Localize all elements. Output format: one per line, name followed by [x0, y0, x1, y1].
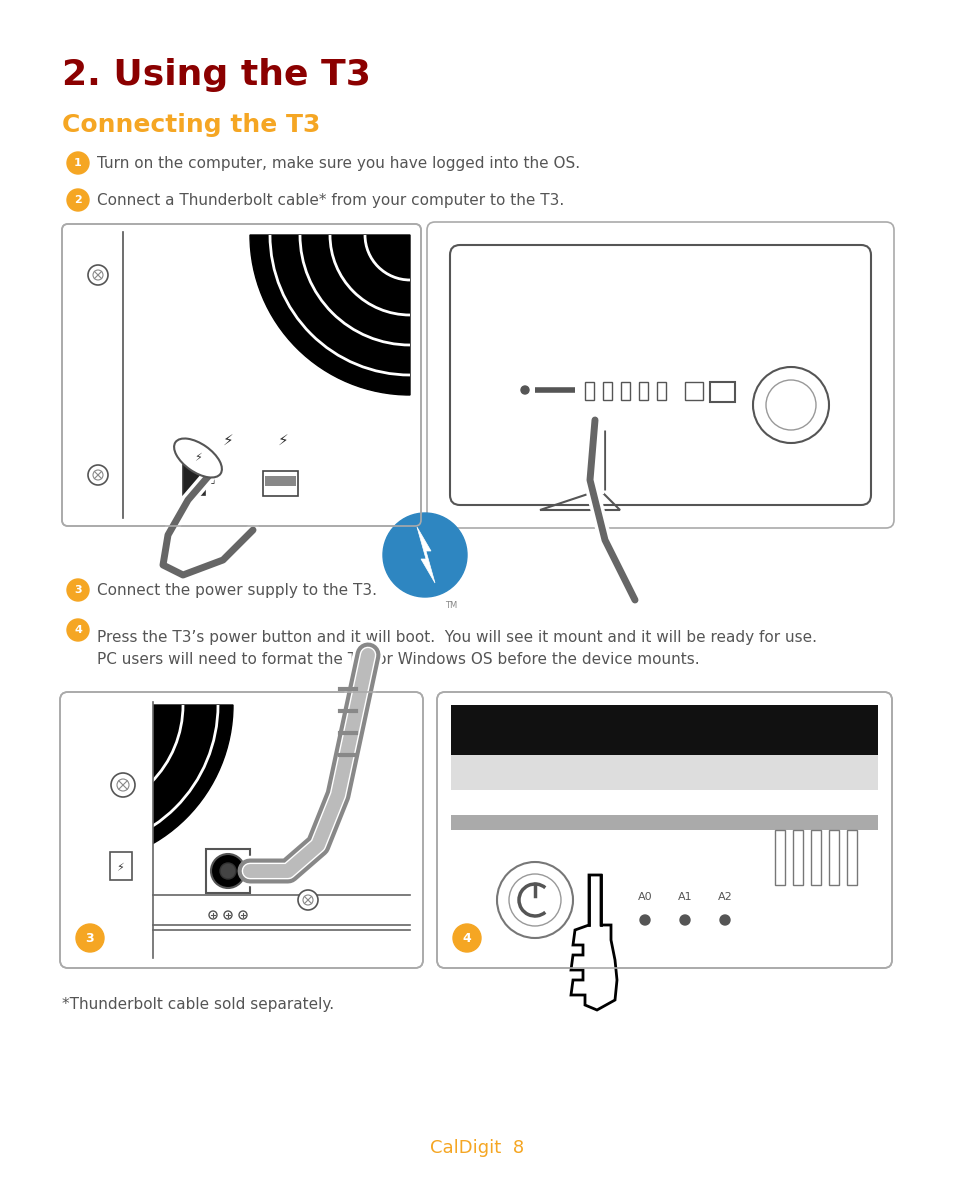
- Text: TM: TM: [444, 601, 456, 609]
- Circle shape: [520, 386, 529, 394]
- Text: CalDigit  8: CalDigit 8: [430, 1139, 523, 1157]
- FancyBboxPatch shape: [436, 692, 891, 968]
- Wedge shape: [73, 705, 233, 865]
- Bar: [639, 382, 647, 400]
- Circle shape: [765, 380, 815, 429]
- Circle shape: [67, 619, 89, 641]
- Bar: [620, 382, 629, 400]
- Bar: [792, 830, 802, 885]
- Text: *Thunderbolt cable sold separately.: *Thunderbolt cable sold separately.: [62, 997, 334, 1013]
- Bar: [584, 382, 594, 400]
- Text: Connect the power supply to the T3.: Connect the power supply to the T3.: [97, 582, 376, 597]
- Circle shape: [209, 911, 216, 919]
- Circle shape: [92, 470, 103, 480]
- Circle shape: [117, 778, 129, 791]
- Text: Connect a Thunderbolt cable* from your computer to the T3.: Connect a Thunderbolt cable* from your c…: [97, 193, 563, 207]
- Circle shape: [303, 896, 313, 905]
- Bar: [709, 382, 734, 402]
- Wedge shape: [250, 235, 410, 395]
- Bar: [810, 830, 821, 885]
- FancyBboxPatch shape: [450, 245, 870, 505]
- Bar: [657, 382, 665, 400]
- Text: A1: A1: [677, 892, 692, 901]
- Text: A2: A2: [717, 892, 732, 901]
- Text: 2: 2: [74, 195, 82, 205]
- Circle shape: [639, 914, 649, 925]
- Polygon shape: [416, 526, 435, 583]
- Bar: [206, 849, 250, 893]
- Text: ⚡: ⚡: [116, 864, 124, 873]
- Bar: [110, 852, 132, 880]
- Text: 🔒: 🔒: [208, 473, 213, 483]
- Text: 2. Using the T3: 2. Using the T3: [62, 58, 371, 92]
- Circle shape: [67, 189, 89, 211]
- Text: Connecting the T3: Connecting the T3: [62, 114, 320, 137]
- Bar: [451, 815, 877, 830]
- Bar: [263, 471, 297, 496]
- Circle shape: [67, 578, 89, 601]
- Circle shape: [752, 367, 828, 442]
- Circle shape: [88, 265, 108, 285]
- Polygon shape: [571, 875, 617, 1010]
- Bar: [828, 830, 838, 885]
- Bar: [846, 830, 856, 885]
- Circle shape: [111, 772, 135, 797]
- Text: 3: 3: [86, 931, 94, 944]
- Text: ⚡: ⚡: [193, 453, 202, 463]
- Circle shape: [297, 890, 317, 910]
- Text: A0: A0: [637, 892, 652, 901]
- Bar: [265, 476, 295, 486]
- Text: ⚡: ⚡: [222, 433, 233, 447]
- Circle shape: [509, 874, 560, 926]
- Bar: [183, 465, 205, 494]
- FancyBboxPatch shape: [427, 222, 893, 528]
- Text: ⚡: ⚡: [277, 433, 288, 447]
- Text: 4: 4: [462, 931, 471, 944]
- Text: Press the T3’s power button and it will boot.  You will see it mount and it will: Press the T3’s power button and it will …: [97, 631, 816, 667]
- Circle shape: [88, 465, 108, 485]
- Text: 1: 1: [74, 159, 82, 168]
- Circle shape: [67, 151, 89, 174]
- Text: 3: 3: [74, 586, 82, 595]
- Bar: [684, 382, 702, 400]
- Circle shape: [382, 513, 467, 597]
- Bar: [774, 830, 784, 885]
- Ellipse shape: [173, 439, 222, 478]
- Bar: [451, 755, 877, 790]
- Circle shape: [497, 862, 573, 938]
- Text: Turn on the computer, make sure you have logged into the OS.: Turn on the computer, make sure you have…: [97, 155, 579, 170]
- Circle shape: [239, 911, 247, 919]
- Circle shape: [224, 911, 232, 919]
- Circle shape: [453, 924, 480, 952]
- Bar: [451, 705, 877, 755]
- FancyBboxPatch shape: [62, 224, 420, 526]
- Circle shape: [720, 914, 729, 925]
- Bar: [602, 382, 612, 400]
- FancyBboxPatch shape: [60, 692, 422, 968]
- Text: 4: 4: [74, 625, 82, 635]
- Circle shape: [679, 914, 689, 925]
- Circle shape: [76, 924, 104, 952]
- Circle shape: [211, 854, 245, 888]
- Circle shape: [92, 270, 103, 280]
- Circle shape: [220, 864, 235, 879]
